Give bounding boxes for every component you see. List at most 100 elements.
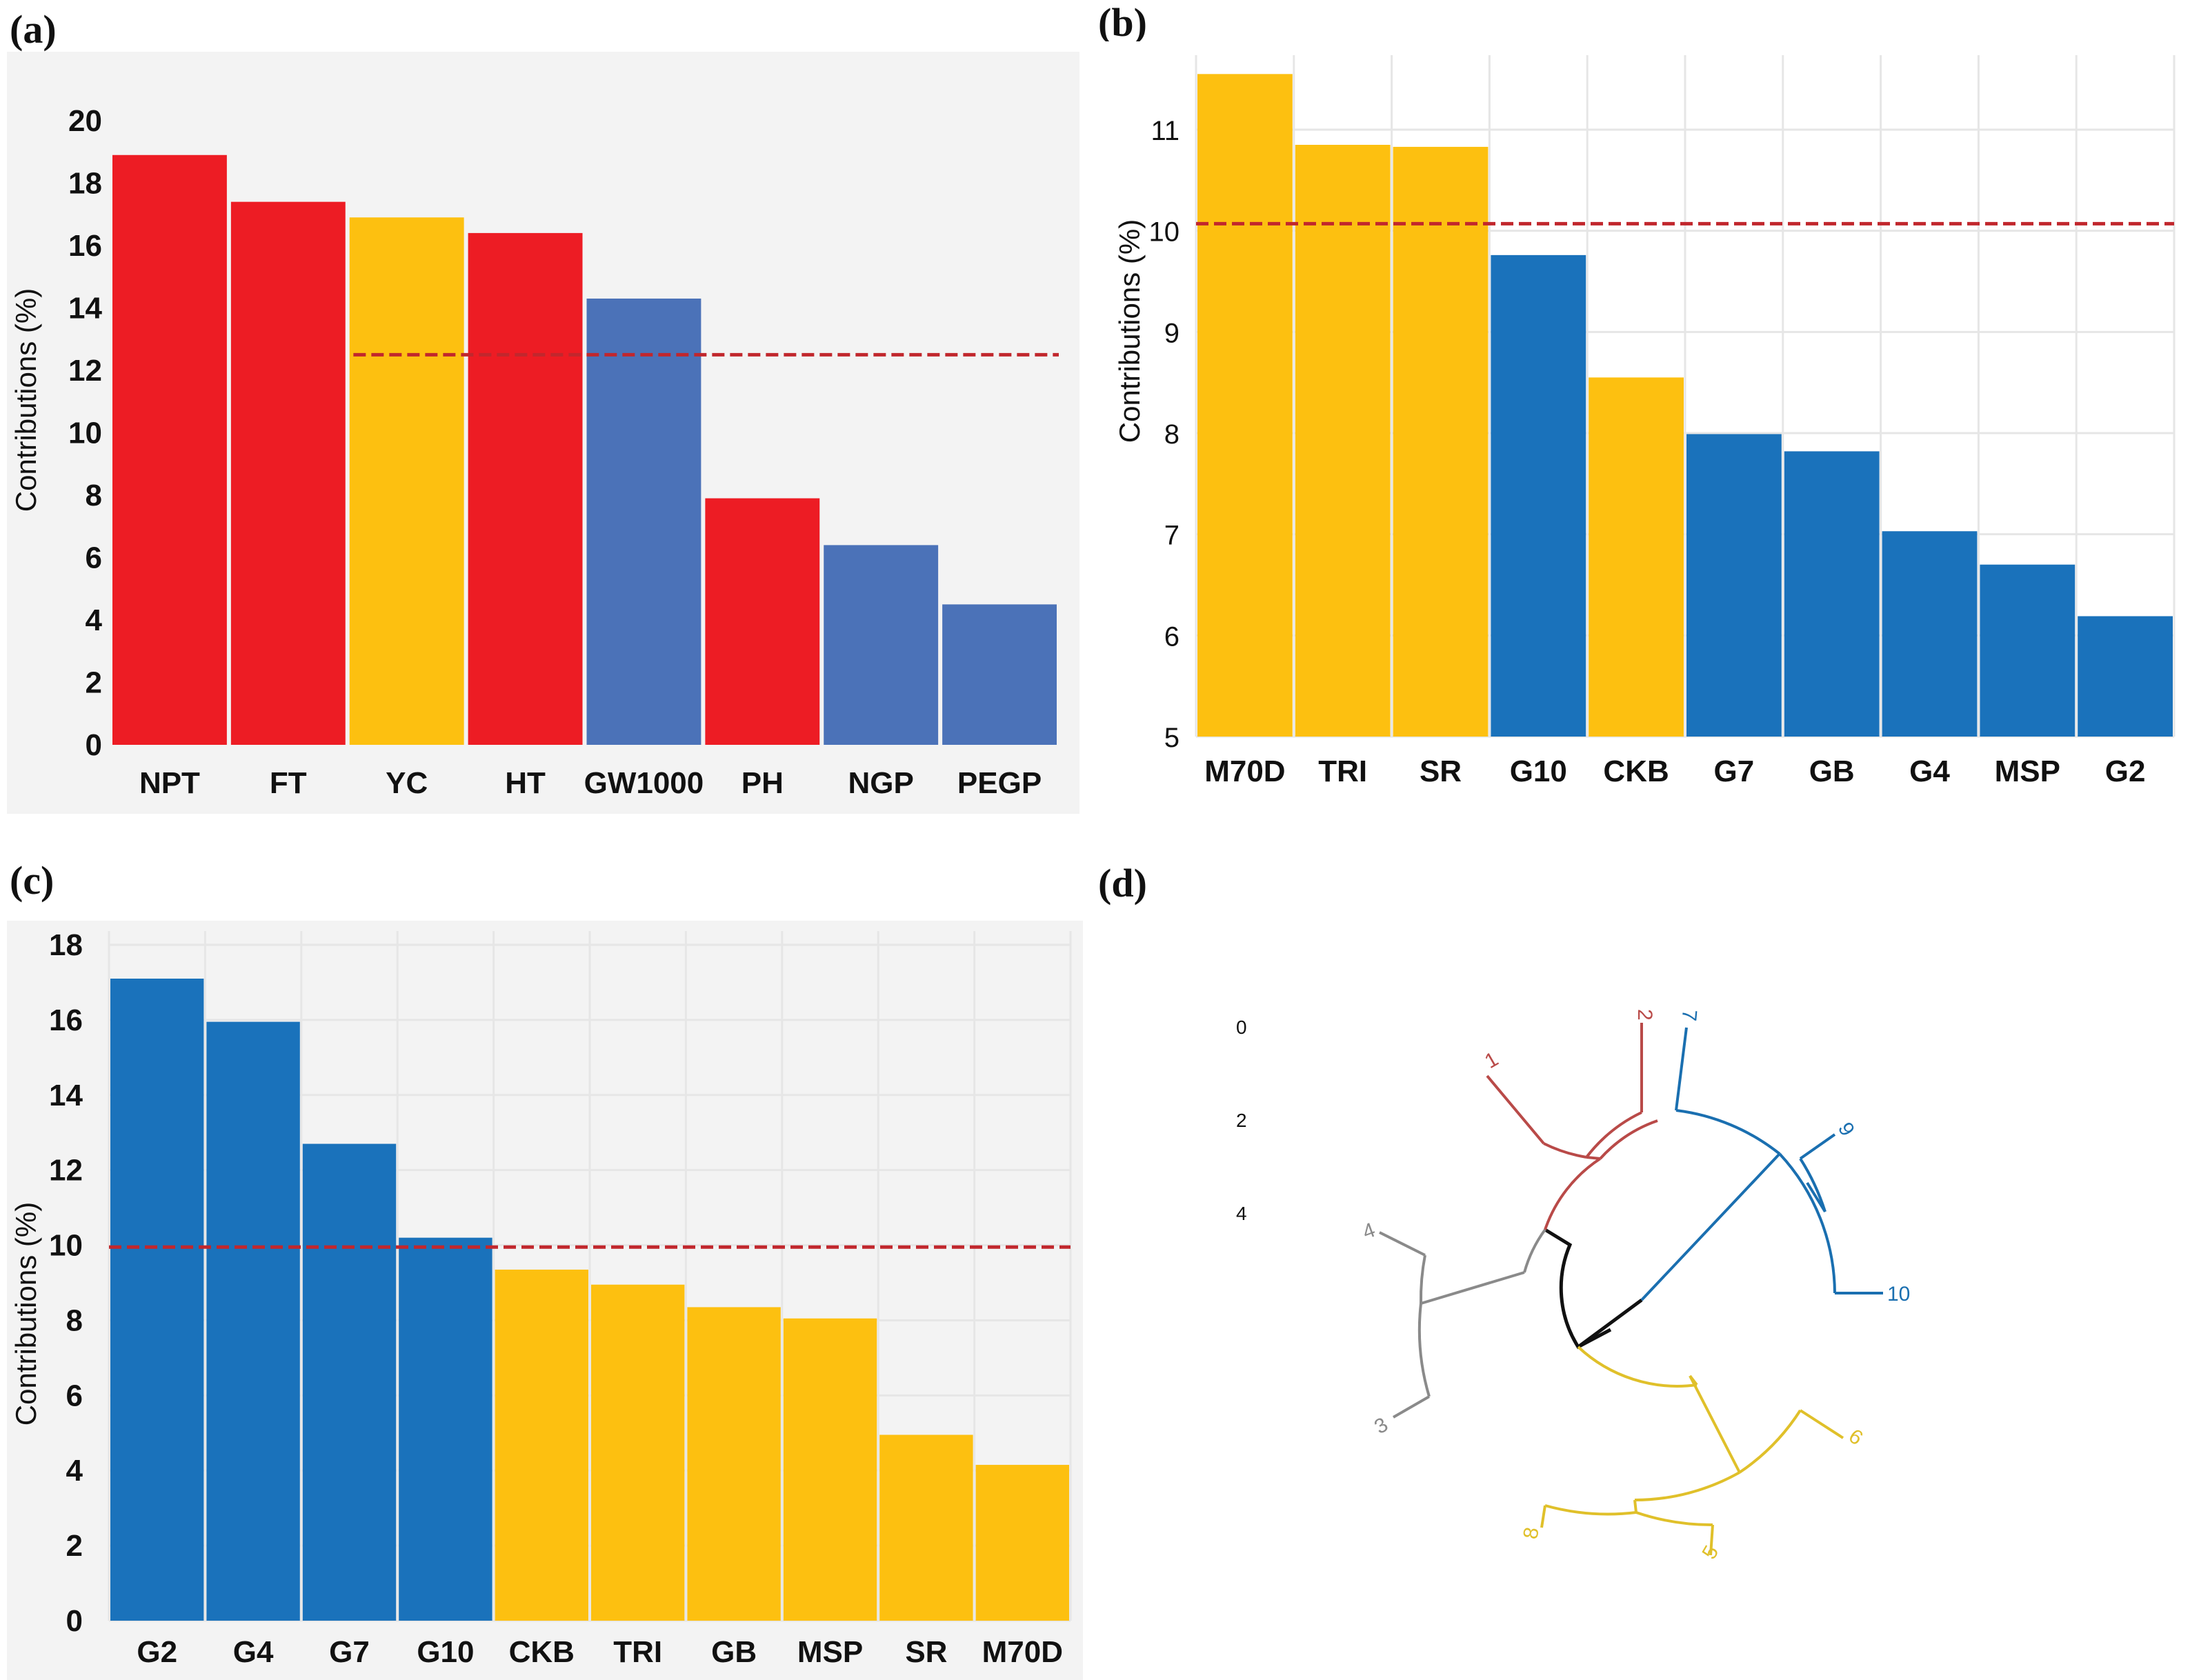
chart-a-bar-gw1000 (586, 298, 701, 745)
dendro-branch (1599, 1119, 1658, 1160)
dendro-branch (1640, 1152, 1781, 1301)
chart-c-ytick: 10 (49, 1229, 83, 1263)
dendro-core-branch-2 (1577, 1298, 1643, 1349)
dendro-scale-4: 4 (1236, 1203, 1247, 1224)
chart-b-category-label: TRI (1318, 754, 1367, 788)
chart-a-ytick: 12 (68, 354, 102, 388)
chart-b-ylabel: Contributions (%) (1113, 219, 1146, 443)
chart-c-bar-tri (591, 1284, 685, 1621)
chart-b-category-label: M70D (1204, 754, 1285, 788)
dendro-branch (1635, 1511, 1713, 1527)
chart-a-ytick: 4 (86, 603, 103, 637)
dendro-branch (1689, 1375, 1741, 1473)
chart-c-bar-msp (783, 1318, 877, 1621)
chart-c-ytick: 2 (66, 1529, 83, 1563)
dendro-cluster-blue (1640, 1027, 1883, 1301)
chart-b-category-label: GB (1809, 754, 1855, 788)
dendro-branch (1544, 1504, 1637, 1516)
chart-c-ytick: 8 (66, 1303, 83, 1337)
chart-a-category-label: FT (270, 766, 307, 800)
dendro-branch (1540, 1505, 1546, 1528)
leaf-label-9: 9 (1833, 1119, 1859, 1140)
chart-c-bar-sr (879, 1434, 973, 1621)
chart-c-ytick: 14 (49, 1079, 83, 1112)
chart-b-bar-ckb (1589, 377, 1684, 737)
chart-b-category-label: CKB (1603, 754, 1669, 788)
dendro-branch (1585, 1111, 1642, 1159)
chart-a-ytick: 14 (68, 292, 102, 326)
dendro-branch (1799, 1409, 1844, 1439)
dendro-branch (1709, 1524, 1714, 1556)
chart-b-ytick: 9 (1164, 318, 1179, 348)
chart-a-bar-npt (112, 154, 227, 745)
chart-b-bar-sr (1393, 146, 1489, 737)
dendro-scale-2: 2 (1236, 1110, 1247, 1131)
dendro-branch (1633, 1499, 1637, 1513)
chart-a-ytick: 18 (68, 167, 102, 201)
chart-c-bar-gb (687, 1307, 781, 1621)
chart-c-ytick: 18 (49, 928, 83, 962)
chart-a-ytick: 20 (68, 104, 102, 138)
chart-a-bar-yc (349, 217, 464, 745)
chart-b-bar-msp (1980, 564, 2075, 737)
chart-c-category-label: GB (711, 1635, 757, 1669)
panel-label-d: (d) (1098, 861, 1147, 906)
chart-a-bar-ht (468, 232, 583, 745)
dendro-cluster-yellow (1540, 1346, 1844, 1556)
leaf-label-10: 10 (1887, 1283, 1910, 1306)
chart-c-ytick: 6 (66, 1379, 83, 1412)
dendro-branch (1799, 1157, 1826, 1212)
chart-b-category-label: SR (1420, 754, 1462, 788)
leaf-label-6: 6 (1844, 1425, 1867, 1450)
leaf-label-7: 7 (1678, 1008, 1701, 1022)
chart-b-ytick: 8 (1164, 419, 1179, 450)
chart-c-category-label: G2 (137, 1635, 177, 1669)
chart-c: Contributions (%) 0 2 4 6 8 10 12 14 16 18 G2 G4 G7… (7, 921, 1083, 1680)
chart-a-category-label: HT (505, 766, 546, 800)
dendro-branch (1523, 1228, 1546, 1273)
chart-c-ylabel: Contributions (%) (10, 1202, 42, 1426)
chart-c-bar-g2 (110, 979, 204, 1621)
dendro-branch (1675, 1027, 1688, 1111)
dendro-cluster-grey (1379, 1228, 1546, 1419)
dendro-branch (1586, 1156, 1601, 1160)
chart-b-category-label: MSP (1995, 754, 2060, 788)
chart-b-ytick: 10 (1149, 217, 1180, 248)
chart-b-bar-g2 (2078, 616, 2173, 737)
dendro-branch (1393, 1395, 1430, 1419)
dendro-scale-0: 0 (1236, 1017, 1247, 1038)
chart-b-bar-g4 (1882, 531, 1978, 737)
leaf-label-1: 1 (1481, 1048, 1502, 1073)
dendro-branch (1543, 1142, 1587, 1159)
chart-b-category-label: G2 (2105, 754, 2146, 788)
chart-a-bar-ph (705, 498, 820, 745)
chart-a-ytick: 2 (86, 666, 102, 700)
chart-c-bar-ckb (495, 1269, 588, 1621)
chart-c-ytick: 16 (49, 1003, 83, 1037)
chart-c-category-label: SR (905, 1635, 947, 1669)
chart-b-category-label: G10 (1510, 754, 1567, 788)
chart-b-category-label: G7 (1714, 754, 1755, 788)
dendro-branch (1486, 1074, 1545, 1145)
chart-a-bar-ngp (824, 545, 939, 745)
chart-b-category-label: G4 (1909, 754, 1950, 788)
leaf-label-8: 8 (1519, 1526, 1543, 1541)
leaf-label-2: 2 (1633, 1009, 1656, 1021)
chart-a-category-label: GW1000 (584, 766, 704, 800)
leaf-label-3: 3 (1371, 1413, 1392, 1439)
chart-c-bar-g10 (399, 1237, 492, 1621)
dendro-branch (1577, 1346, 1698, 1388)
chart-a-bar-pegp (942, 604, 1057, 745)
leaf-label-4: 4 (1360, 1219, 1378, 1244)
chart-a-ytick: 6 (86, 541, 102, 575)
chart-c-ytick: 4 (66, 1454, 83, 1488)
panel-label-b: (b) (1098, 0, 1147, 45)
chart-a-category-label: NPT (139, 766, 200, 800)
chart-c-category-label: G4 (233, 1635, 274, 1669)
dendro-branch (1544, 1157, 1602, 1230)
dendro-branch (1417, 1303, 1431, 1397)
dendro-cluster-red (1486, 1023, 1658, 1230)
dendro-branch (1738, 1409, 1802, 1474)
chart-c-bar-m70d (975, 1465, 1069, 1621)
dendro-branch (1799, 1133, 1836, 1160)
